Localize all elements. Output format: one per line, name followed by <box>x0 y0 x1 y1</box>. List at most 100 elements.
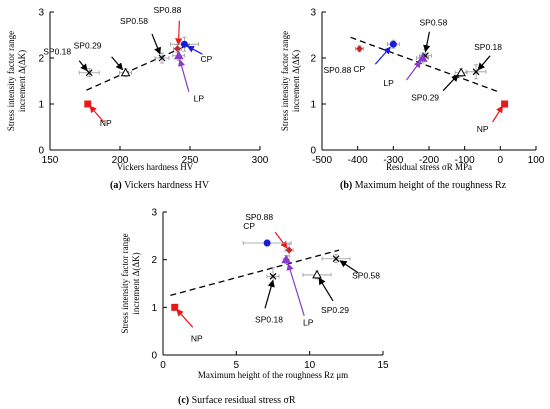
annotation-arrow <box>374 46 391 65</box>
data-point-np <box>501 100 509 108</box>
y-tick-label: 0 <box>310 146 316 157</box>
y-axis-label-line2: increment Δ(ΔK) <box>131 252 141 314</box>
point-label: SP0.88 <box>324 65 352 75</box>
y-tick-label: 0 <box>151 351 157 362</box>
x-tick-label: 100 <box>528 155 545 166</box>
trend-line <box>350 36 501 94</box>
data-point-np <box>84 100 92 108</box>
trend-line <box>86 43 191 91</box>
y-tick-label: 0 <box>38 146 44 157</box>
y-axis-label-line2: increment Δ(ΔK) <box>17 50 27 112</box>
point-label: SP0.88 <box>153 5 181 15</box>
annotation-arrow <box>186 45 203 55</box>
x-tick-label: -300 <box>383 155 403 166</box>
y-tick-label: 2 <box>310 54 316 65</box>
annotation-arrow <box>151 33 161 55</box>
y-axis-label: Stress intensity factor range <box>280 31 290 131</box>
chart-caption: (a) Vickers hardness HV <box>110 180 210 191</box>
data-point-lp <box>417 52 428 62</box>
point-label: SP0.88 <box>245 212 273 222</box>
y-axis-label-line2: increment Δ(ΔK) <box>291 50 301 112</box>
annotation-arrow <box>111 56 124 71</box>
annotation-arrow <box>176 308 194 328</box>
data-point-cp <box>180 40 188 48</box>
y-tick-label: 1 <box>38 100 44 111</box>
annotation-arrow <box>318 277 334 302</box>
annotation-arrow <box>492 105 504 123</box>
x-tick-label: 10 <box>304 360 316 371</box>
x-tick-label: -500 <box>312 155 332 166</box>
annotation-arrow <box>274 231 288 249</box>
x-tick-label: -200 <box>419 155 439 166</box>
data-point-sp029 <box>456 67 466 77</box>
point-label: LP <box>194 94 205 104</box>
x-tick-label: 0 <box>160 360 166 371</box>
point-label: CP <box>353 64 365 74</box>
point-label: SP0.58 <box>419 18 447 28</box>
point-label: SP0.29 <box>321 305 349 315</box>
point-label: SP0.29 <box>411 93 439 103</box>
annotation-arrow <box>406 60 422 81</box>
chart-a: 0 1 2 3 150 200 250 300 Stress intensity factor … <box>6 5 269 191</box>
point-label: SP0.18 <box>43 47 71 57</box>
y-tick-label: 3 <box>151 208 157 219</box>
x-tick-label: 15 <box>377 360 389 371</box>
y-tick-label: 2 <box>38 54 44 65</box>
annotation-arrow <box>178 59 190 92</box>
point-label: LP <box>383 78 394 88</box>
point-label: LP <box>303 318 314 328</box>
y-tick-label: 1 <box>151 303 157 314</box>
data-point-sp058 <box>332 255 340 263</box>
data-point-sp029 <box>120 67 131 77</box>
data-point-sp088 <box>355 45 363 53</box>
x-tick-label: -100 <box>455 155 475 166</box>
y-tick-label: 3 <box>38 8 44 19</box>
y-axis-label: Stress intensity factor range <box>120 233 130 333</box>
point-label: NP <box>477 124 489 134</box>
point-label: SP0.18 <box>255 314 283 324</box>
annotation-arrow <box>477 55 491 71</box>
y-axis-label: Stress intensity factor range <box>6 31 16 131</box>
x-axis-label: Residual stress σR MPa <box>386 162 472 172</box>
chart-caption: (b) Maximum height of the roughness Rz <box>340 180 507 191</box>
x-tick-label: 200 <box>112 155 129 166</box>
data-point-sp018 <box>269 272 277 280</box>
data-point-lp <box>173 50 184 60</box>
annotation-arrow <box>78 60 88 72</box>
point-label: CP <box>243 221 255 231</box>
point-label: SP0.58 <box>120 16 148 26</box>
annotation-arrow <box>89 105 105 123</box>
chart-caption: (c) Surface residual stress σR <box>178 395 296 406</box>
data-point-sp058 <box>158 54 166 62</box>
x-tick-label: 0 <box>498 155 504 166</box>
annotation-arrow <box>423 31 431 53</box>
chart-c: 0 1 2 3 0 5 10 15 Stress intensity factor range i… <box>120 208 389 407</box>
annotation-arrow <box>264 279 275 309</box>
x-tick-label: 300 <box>252 155 269 166</box>
point-label: NP <box>100 118 112 128</box>
x-axis-label: Maximum height of the roughness Rz μm <box>198 370 348 380</box>
annotation-arrow <box>339 260 359 274</box>
data-point-lp <box>281 254 292 264</box>
y-tick-label: 3 <box>310 8 316 19</box>
point-label: CP <box>200 54 212 64</box>
annotation-arrow <box>175 20 183 46</box>
point-label: SP0.58 <box>352 271 380 281</box>
point-label: SP0.29 <box>74 41 102 51</box>
x-tick-label: 150 <box>42 155 59 166</box>
trend-line <box>170 249 340 297</box>
x-tick-label: -400 <box>348 155 368 166</box>
point-label: NP <box>191 333 203 343</box>
data-point-np <box>171 303 179 311</box>
annotation-arrow <box>286 262 305 316</box>
data-point-cp <box>389 40 397 48</box>
data-point-sp088 <box>173 45 181 53</box>
point-label: SP0.18 <box>474 42 502 52</box>
data-point-sp029 <box>312 269 322 279</box>
chart-b: 0 1 2 3 -500 -400 -300 -200 -100 0 100 Stress inten… <box>280 8 545 192</box>
x-tick-label: 5 <box>234 360 240 371</box>
y-tick-label: 1 <box>310 100 316 111</box>
y-tick-label: 2 <box>151 255 157 266</box>
data-point-cp <box>263 239 271 247</box>
